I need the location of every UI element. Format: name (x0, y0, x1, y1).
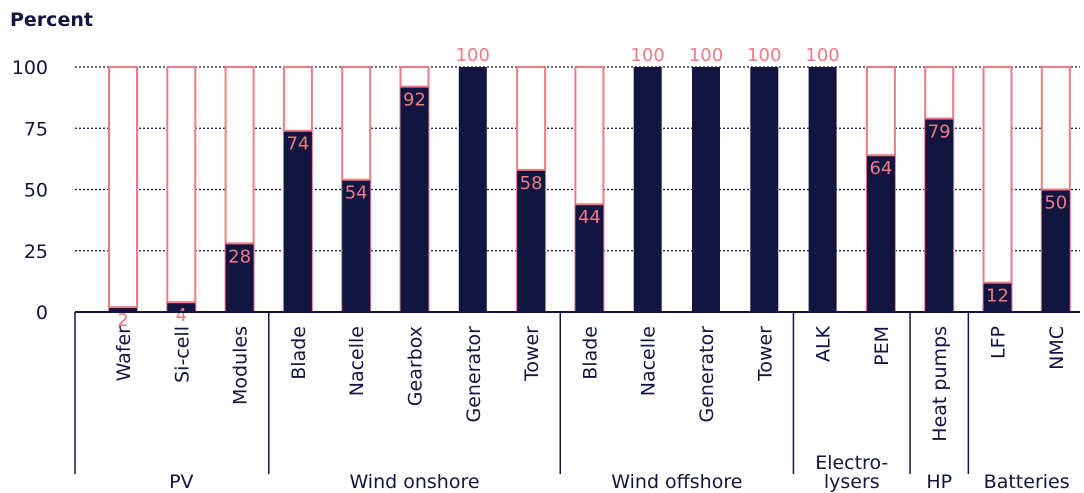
bar (575, 204, 604, 312)
category-label: NMC (1046, 326, 1068, 370)
data-label: 79 (928, 121, 951, 142)
bar (167, 302, 196, 312)
bar (1041, 189, 1070, 312)
y-tick-label: 100 (12, 57, 48, 79)
bars: 2 4 28 74 54 92 100 58 44 100 100 100 100 64 79 12 50 (108, 45, 1071, 331)
category-label: Si-cell (171, 326, 193, 383)
data-label: 100 (805, 45, 839, 66)
category-label: Generator (463, 326, 485, 423)
y-tick-label: 0 (36, 302, 48, 324)
data-label: 44 (578, 207, 601, 228)
data-label: 100 (747, 45, 781, 66)
bar-remaining (166, 66, 197, 313)
category-label: Gearbox (405, 326, 427, 406)
data-label: 54 (345, 183, 368, 204)
bar (458, 67, 487, 312)
category-label: LFP (988, 326, 1010, 359)
bar-remaining (982, 66, 1013, 313)
category-label: ALK (813, 325, 835, 362)
bar (808, 67, 837, 312)
category-label: Tower (754, 326, 776, 382)
group-label: PV (169, 471, 193, 493)
group-label: HP (926, 471, 952, 493)
group-label: lysers (824, 471, 880, 493)
category-label: Wafer (113, 326, 135, 382)
y-tick-label: 75 (24, 118, 48, 140)
category-label: Heat pumps (929, 326, 951, 442)
category-label: Modules (230, 326, 252, 405)
data-label: 64 (869, 158, 892, 179)
data-label: 28 (228, 246, 251, 267)
data-label: 92 (403, 90, 426, 111)
bar (866, 155, 895, 312)
bar (983, 282, 1012, 312)
category-label: Generator (696, 326, 718, 423)
data-label: 12 (986, 286, 1009, 307)
category-label: Nacelle (638, 326, 660, 396)
group-label: Wind onshore (349, 471, 479, 493)
bar (109, 307, 137, 312)
gridlines (75, 66, 1080, 252)
y-tick-label: 50 (24, 180, 48, 202)
bar-remaining (108, 66, 138, 313)
bar (283, 130, 312, 312)
data-label: 2 (117, 310, 128, 331)
group-label: Wind offshore (611, 471, 742, 493)
data-label: 100 (456, 45, 490, 66)
bar (342, 179, 371, 312)
category-label: Tower (521, 326, 543, 382)
y-unit-label: Percent (10, 9, 93, 31)
bar (517, 169, 546, 312)
group-label: Batteries (984, 471, 1070, 493)
data-label: 50 (1044, 193, 1067, 214)
data-label: 100 (689, 45, 723, 66)
bar (400, 86, 429, 312)
data-label: 100 (631, 45, 665, 66)
bar (692, 67, 720, 312)
bar (225, 243, 254, 312)
data-label: 74 (286, 134, 309, 155)
data-label: 58 (520, 173, 543, 194)
category-label: PEM (871, 326, 893, 366)
bar (633, 67, 662, 312)
bar (750, 67, 779, 312)
category-label: Blade (579, 326, 601, 380)
y-tick-label: 25 (24, 241, 48, 263)
group-label: Electro- (815, 452, 888, 474)
category-label: Nacelle (346, 326, 368, 396)
bar (925, 118, 954, 312)
category-label: Blade (288, 326, 310, 380)
axes: 0 25 50 75 100 (12, 57, 1080, 474)
data-label: 4 (176, 305, 187, 326)
category-labels: PV Wind onshore Wind offshore Electro-lyser… (113, 325, 1070, 493)
